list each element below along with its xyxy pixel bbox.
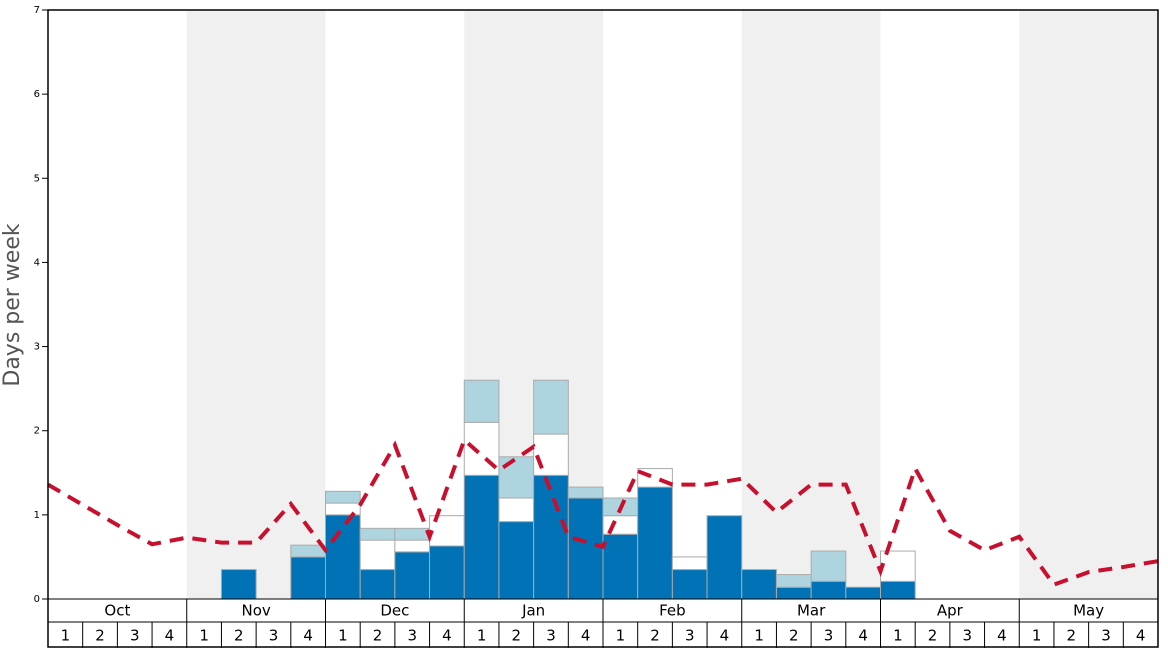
bar-segment — [359, 527, 396, 541]
month-label: Dec — [380, 602, 409, 620]
y-tick-label: 2 — [34, 426, 40, 437]
y-tick-label: 6 — [34, 89, 40, 100]
bar-segment — [775, 574, 812, 588]
trend-line — [46, 436, 1159, 588]
x-tick-label: 2 — [234, 627, 244, 645]
bar-segment — [463, 474, 500, 600]
x-tick-label: 3 — [685, 627, 695, 645]
month-shade — [1019, 10, 1158, 599]
bar-segment — [706, 515, 743, 600]
x-tick-label: 1 — [616, 627, 626, 645]
bar-segment — [463, 379, 500, 423]
x-tick-label: 4 — [1136, 627, 1146, 645]
bar-segment — [394, 527, 431, 541]
x-tick-label: 1 — [199, 627, 209, 645]
bar-segment — [880, 550, 916, 582]
month-label: Mar — [797, 602, 826, 620]
month-label: Oct — [104, 602, 130, 620]
bar-segment — [810, 550, 847, 582]
bar-segment — [845, 586, 881, 600]
bar-segment — [359, 569, 396, 600]
bar-segment — [290, 556, 326, 600]
bar-segment — [394, 539, 431, 553]
y-axis-label: Days per week — [0, 223, 25, 386]
x-tick-label: 3 — [962, 627, 972, 645]
y-tick-label: 0 — [34, 594, 40, 605]
bar-segment — [498, 456, 535, 499]
bar-segment — [567, 486, 604, 499]
month-label: May — [1073, 602, 1104, 620]
x-tick-label: 1 — [61, 627, 71, 645]
month-label: Nov — [241, 602, 270, 620]
bar-segment — [325, 514, 361, 600]
x-tick-label: 1 — [338, 627, 348, 645]
x-tick-label: 3 — [407, 627, 417, 645]
bar-segment — [671, 556, 708, 571]
x-tick-label: 3 — [1101, 627, 1111, 645]
x-tick-label: 1 — [893, 627, 903, 645]
month-label: Feb — [659, 602, 686, 620]
y-tick-label: 7 — [34, 5, 40, 16]
bar-segment — [602, 533, 639, 600]
bar-segment — [567, 497, 604, 600]
bar-segment — [775, 586, 812, 600]
x-tick-label: 4 — [858, 627, 868, 645]
y-tick-label: 3 — [34, 342, 40, 353]
bar-segment — [290, 544, 326, 558]
x-tick-label: 2 — [928, 627, 938, 645]
x-tick-label: 1 — [754, 627, 764, 645]
y-tick-label: 5 — [34, 173, 40, 184]
x-tick-label: 4 — [720, 627, 730, 645]
bar-segment — [220, 569, 257, 600]
x-tick-label: 3 — [824, 627, 834, 645]
bar-segment — [637, 486, 673, 600]
x-tick-label: 4 — [165, 627, 175, 645]
month-shade — [741, 10, 881, 599]
x-tick-label: 1 — [477, 627, 487, 645]
bar-segment — [359, 539, 396, 571]
bar-segment — [880, 580, 916, 600]
bar-segment — [325, 490, 361, 504]
bar-segment — [394, 551, 431, 600]
bar-segment — [810, 580, 847, 600]
x-tick-label: 4 — [581, 627, 591, 645]
bar-segment — [429, 545, 465, 600]
bar-segment — [671, 569, 708, 600]
y-tick-label: 1 — [34, 510, 40, 521]
month-label: Apr — [937, 602, 964, 620]
x-tick-label: 2 — [373, 627, 383, 645]
bar-segment — [533, 433, 569, 476]
y-tick-label: 4 — [34, 257, 40, 268]
x-tick-label: 1 — [1032, 627, 1042, 645]
x-tick-label: 4 — [997, 627, 1007, 645]
x-tick-label: 4 — [303, 627, 313, 645]
bar-segment — [533, 474, 569, 600]
x-tick-label: 2 — [650, 627, 660, 645]
bar-segment — [325, 502, 361, 516]
x-tick-label: 3 — [130, 627, 140, 645]
x-tick-label: 2 — [512, 627, 522, 645]
bar-segment — [533, 379, 569, 435]
month-shade — [186, 10, 326, 599]
x-tick-label: 2 — [789, 627, 799, 645]
bar-segment — [498, 521, 535, 600]
x-tick-label: 3 — [269, 627, 279, 645]
x-tick-label: 3 — [546, 627, 556, 645]
x-tick-label: 2 — [95, 627, 105, 645]
x-tick-label: 4 — [442, 627, 452, 645]
bar-segment — [741, 569, 777, 600]
bar-segment — [498, 497, 535, 523]
month-label: Jan — [521, 602, 545, 620]
x-tick-label: 2 — [1067, 627, 1077, 645]
